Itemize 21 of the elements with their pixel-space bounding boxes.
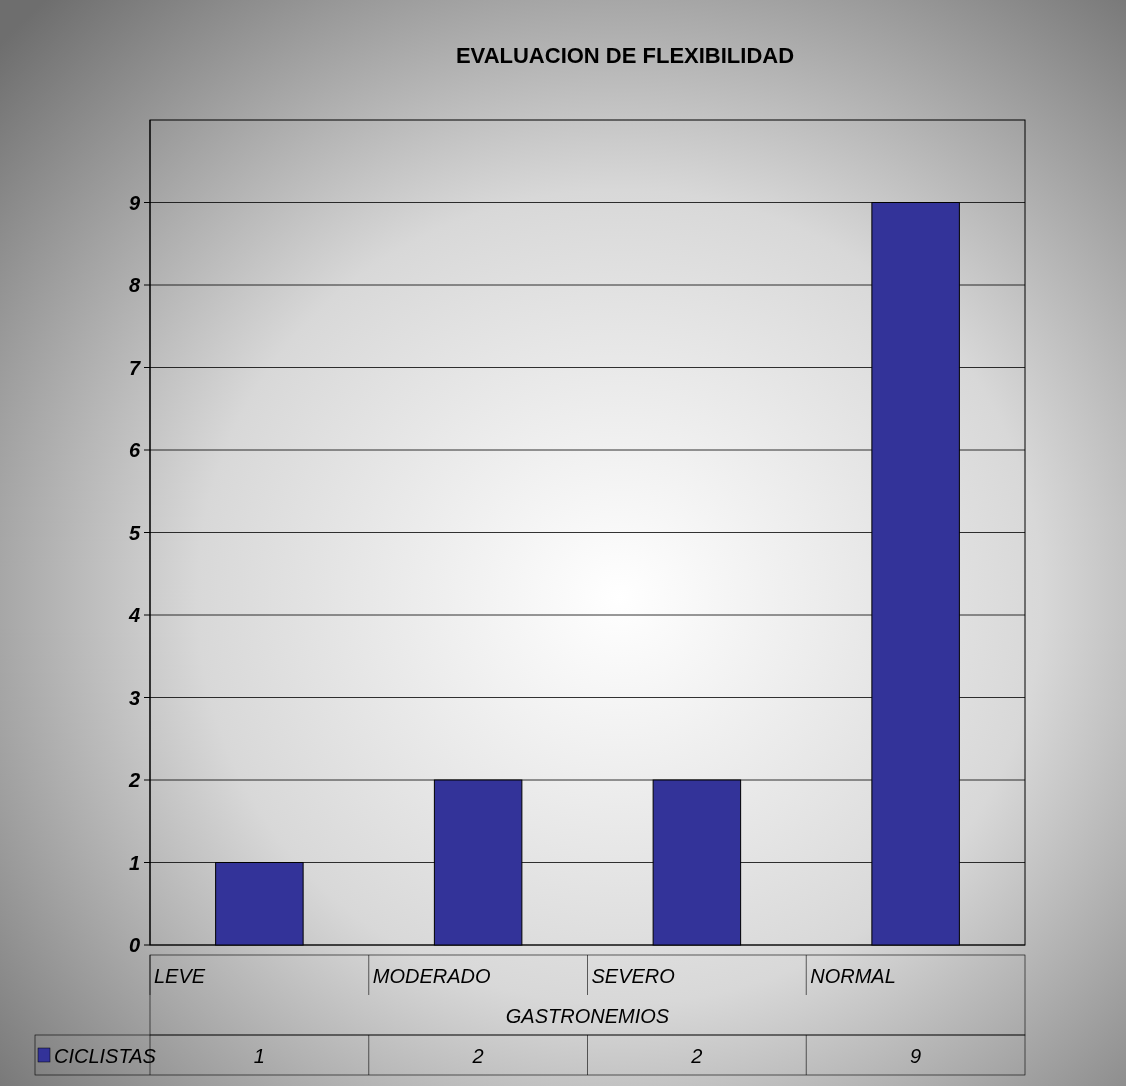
- y-tick-label: 3: [128, 686, 140, 709]
- y-tick-label: 9: [128, 191, 141, 214]
- x-axis-title: GASTRONEMIOS: [505, 1005, 670, 1027]
- data-label: 1: [253, 1045, 265, 1067]
- data-label: 2: [471, 1045, 484, 1067]
- y-tick-label: 8: [128, 274, 141, 296]
- data-label: 9: [910, 1045, 922, 1067]
- y-tick-label: 7: [128, 356, 141, 379]
- y-tick-label: 4: [127, 604, 140, 626]
- legend-label: CICLISTAS: [54, 1045, 157, 1067]
- y-tick-label: 2: [127, 769, 140, 791]
- x-tick-label: LEVE: [154, 965, 206, 987]
- x-tick-label: MODERADO: [372, 965, 491, 987]
- y-tick-label: 6: [128, 439, 141, 461]
- x-tick-label: NORMAL: [810, 965, 896, 987]
- y-tick-label: 5: [128, 521, 141, 544]
- x-tick-label: SEVERO: [591, 965, 675, 987]
- y-tick-label: 0: [128, 934, 140, 956]
- y-tick-label: 1: [128, 851, 140, 874]
- chart-title: EVALUACION DE FLEXIBILIDAD: [455, 43, 795, 68]
- data-label: 2: [690, 1045, 703, 1067]
